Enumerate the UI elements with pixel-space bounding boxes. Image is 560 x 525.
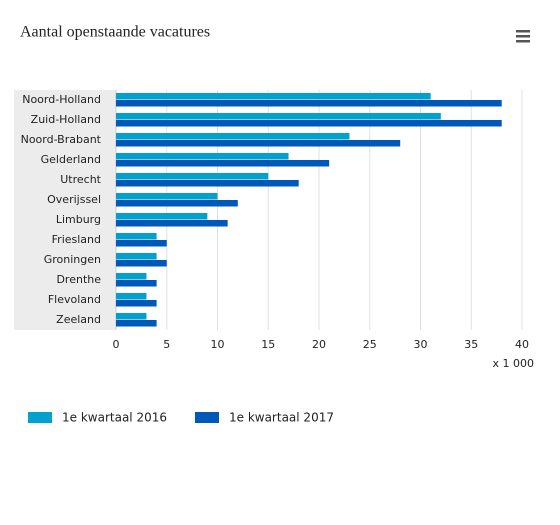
legend-swatch	[194, 412, 219, 423]
legend-label: 1e kwartaal 2017	[229, 411, 334, 425]
menu-icon[interactable]	[516, 30, 530, 43]
y-tick-label: Flevoland	[48, 293, 101, 306]
legend-label: 1e kwartaal 2016	[62, 411, 167, 425]
bar	[116, 160, 330, 167]
bar	[116, 293, 147, 300]
y-tick-label: Gelderland	[41, 153, 101, 166]
x-tick-label: 40	[515, 338, 529, 351]
bar	[116, 240, 167, 247]
y-tick-label: Friesland	[52, 233, 101, 246]
chart-title: Aantal openstaande vacatures	[20, 24, 210, 41]
bar	[116, 233, 157, 240]
x-tick-label: 20	[312, 338, 326, 351]
x-axis-unit: x 1 000	[493, 357, 535, 370]
bar	[116, 253, 157, 260]
x-tick-label: 25	[363, 338, 377, 351]
y-tick-label: Zeeland	[56, 313, 101, 326]
y-tick-label: Noord-Brabant	[21, 133, 102, 146]
bar	[116, 313, 147, 320]
bar	[116, 100, 502, 107]
x-tick-label: 10	[211, 338, 225, 351]
bar	[116, 280, 157, 287]
bar	[116, 113, 441, 120]
bar	[116, 220, 228, 227]
bar	[116, 93, 431, 100]
bar	[116, 133, 350, 140]
bar	[116, 173, 269, 180]
bar	[116, 153, 289, 160]
y-tick-label: Utrecht	[60, 173, 101, 186]
bar	[116, 320, 157, 327]
x-tick-label: 30	[414, 338, 428, 351]
y-tick-label: Groningen	[44, 253, 101, 266]
y-tick-label: Overijssel	[47, 193, 101, 206]
bar	[116, 260, 167, 267]
bar	[116, 140, 401, 147]
y-tick-label: Limburg	[56, 213, 101, 226]
y-tick-label: Noord-Holland	[22, 93, 101, 106]
bar	[116, 273, 147, 280]
x-tick-label: 35	[464, 338, 478, 351]
x-tick-label: 15	[261, 338, 275, 351]
legend-swatch	[28, 412, 52, 423]
bar	[116, 213, 208, 220]
bar	[116, 300, 157, 307]
bar	[116, 200, 238, 207]
y-tick-label: Zuid-Holland	[31, 113, 101, 126]
x-tick-label: 5	[163, 338, 170, 351]
y-tick-label: Drenthe	[56, 273, 101, 286]
bar	[116, 120, 502, 127]
bar	[116, 180, 299, 187]
x-tick-label: 0	[113, 338, 120, 351]
category-band	[14, 90, 116, 330]
bar	[116, 193, 218, 200]
